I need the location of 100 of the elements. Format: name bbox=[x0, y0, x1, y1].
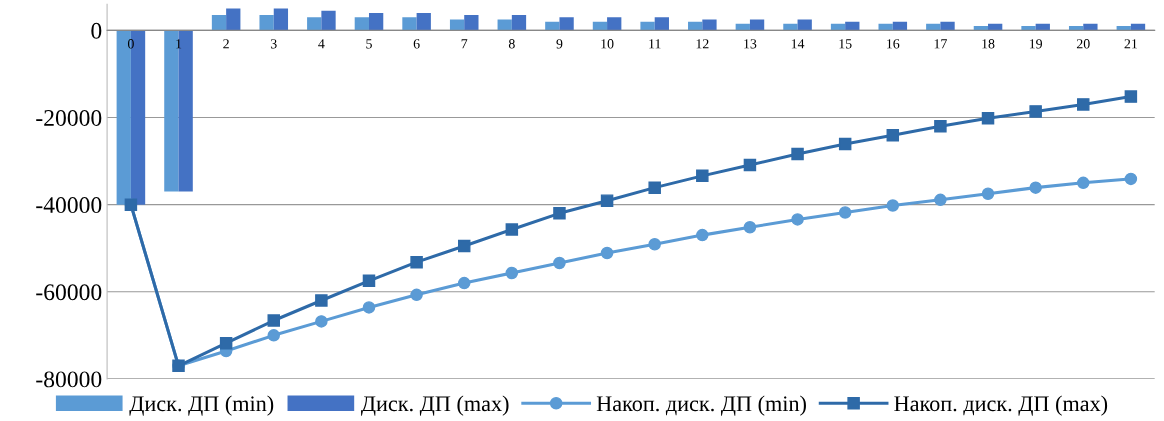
x-tick-label: 17 bbox=[934, 39, 947, 49]
bar bbox=[1116, 25, 1131, 31]
x-tick-label: 0 bbox=[127, 39, 134, 49]
bar bbox=[545, 21, 560, 31]
point bbox=[791, 147, 804, 161]
bar bbox=[1130, 23, 1146, 31]
y-tick-label: -80000 bbox=[36, 371, 102, 388]
x-tick-label: 5 bbox=[366, 39, 372, 49]
bar bbox=[749, 19, 765, 31]
y-tick-label: -40000 bbox=[36, 197, 102, 214]
x-tick-label: 2 bbox=[223, 39, 229, 49]
point bbox=[315, 315, 328, 328]
point bbox=[648, 181, 661, 194]
point bbox=[267, 314, 281, 327]
point bbox=[981, 112, 995, 125]
point bbox=[886, 129, 900, 142]
point bbox=[1124, 90, 1138, 103]
bar bbox=[973, 25, 989, 31]
point bbox=[1077, 98, 1090, 111]
x-tick-label: 4 bbox=[318, 39, 325, 49]
bar bbox=[783, 23, 798, 31]
bar bbox=[273, 8, 289, 31]
point bbox=[410, 288, 423, 302]
x-tick-label: 14 bbox=[791, 39, 805, 49]
point bbox=[505, 266, 519, 280]
point bbox=[743, 158, 757, 172]
x-tick-label: 8 bbox=[508, 39, 515, 49]
x-tick-label: 18 bbox=[982, 39, 995, 49]
point bbox=[934, 119, 947, 133]
bar bbox=[592, 21, 608, 31]
bar bbox=[511, 15, 527, 31]
point bbox=[838, 206, 852, 219]
x-tick-label: 10 bbox=[601, 39, 614, 49]
bar bbox=[1035, 23, 1050, 31]
point bbox=[505, 223, 519, 236]
bar bbox=[130, 30, 146, 205]
point bbox=[315, 294, 328, 307]
x-tick-label: 11 bbox=[649, 39, 661, 49]
y-tick-label: -60000 bbox=[36, 284, 102, 301]
bar bbox=[416, 12, 431, 31]
bar bbox=[464, 15, 479, 31]
bar bbox=[211, 15, 227, 31]
bar bbox=[1021, 25, 1036, 31]
bar bbox=[259, 15, 274, 31]
bar bbox=[797, 19, 812, 31]
bar bbox=[164, 30, 179, 192]
x-tick-label: 13 bbox=[744, 39, 757, 49]
bar bbox=[735, 23, 750, 31]
bar bbox=[654, 17, 669, 31]
legend-label: Накоп. диск. ДП (min) bbox=[596, 395, 806, 416]
bar bbox=[607, 17, 622, 31]
x-tick-label: 6 bbox=[413, 39, 420, 49]
point bbox=[838, 137, 852, 151]
point bbox=[1029, 105, 1042, 118]
point bbox=[600, 246, 614, 260]
x-tick-label: 20 bbox=[1076, 39, 1090, 49]
bar bbox=[988, 23, 1003, 31]
x-tick-label: 1 bbox=[176, 39, 182, 49]
bar bbox=[702, 19, 717, 31]
x-tick-label: 19 bbox=[1029, 39, 1043, 49]
point bbox=[410, 255, 423, 269]
point bbox=[743, 221, 757, 234]
legend-label: Диск. ДП (max) bbox=[361, 395, 509, 416]
bar bbox=[845, 21, 860, 31]
point bbox=[1029, 181, 1042, 194]
legend-label: Диск. ДП (min) bbox=[129, 395, 274, 416]
point bbox=[696, 169, 709, 183]
bar bbox=[178, 30, 193, 192]
point bbox=[362, 301, 376, 314]
bar bbox=[1083, 23, 1098, 31]
x-tick-label: 21 bbox=[1124, 39, 1137, 49]
bar bbox=[688, 21, 703, 31]
bar bbox=[892, 21, 908, 31]
point bbox=[648, 238, 661, 251]
point bbox=[553, 256, 566, 270]
point bbox=[600, 194, 614, 207]
point bbox=[267, 329, 281, 342]
point bbox=[553, 207, 566, 220]
bar bbox=[321, 10, 336, 31]
bar bbox=[368, 12, 384, 31]
legend-label: Накоп. диск. ДП (max) bbox=[894, 395, 1108, 416]
x-tick-label: 16 bbox=[887, 39, 900, 49]
bar bbox=[878, 23, 893, 31]
point bbox=[981, 187, 995, 200]
point bbox=[1124, 172, 1138, 186]
point bbox=[362, 274, 376, 288]
x-tick-label: 12 bbox=[696, 39, 709, 49]
bar bbox=[640, 21, 655, 31]
bar bbox=[402, 17, 417, 31]
point bbox=[886, 199, 900, 212]
x-tick-label: 3 bbox=[270, 39, 277, 49]
point bbox=[457, 276, 471, 290]
point bbox=[219, 336, 233, 350]
bar bbox=[226, 8, 241, 31]
point bbox=[791, 213, 804, 226]
bar bbox=[559, 17, 574, 31]
bar bbox=[1068, 25, 1084, 31]
x-tick-label: 15 bbox=[839, 39, 852, 49]
bar bbox=[830, 23, 846, 31]
bar bbox=[926, 23, 941, 31]
